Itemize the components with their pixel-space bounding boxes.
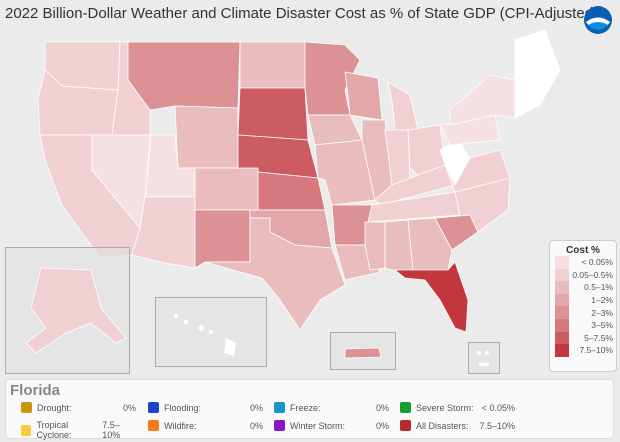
legend-swatch: [555, 281, 569, 294]
disaster-type-item: Drought: 0%: [21, 402, 136, 413]
disaster-value: 0%: [375, 420, 389, 431]
disaster-type-item: Wildfire: 0%: [148, 420, 263, 431]
disaster-color-swatch: [21, 424, 32, 436]
disaster-value: 0%: [375, 402, 389, 413]
state-FL[interactable]: [393, 261, 469, 333]
disaster-label: Flooding:: [164, 402, 202, 413]
state-MT[interactable]: [127, 41, 241, 111]
legend-swatch: [555, 268, 569, 282]
legend-item: 3–5%: [550, 318, 616, 332]
disaster-type-item: Freeze: 0%: [274, 402, 389, 413]
disaster-type-item: Flooding: 0%: [148, 402, 263, 413]
disaster-value: 7.5–10%: [102, 420, 121, 440]
legend-item: 0.05–0.5%: [550, 268, 616, 282]
disaster-color-swatch: [21, 402, 32, 413]
disaster-label: Freeze:: [290, 402, 321, 413]
state-MN[interactable]: [304, 41, 361, 116]
legend-swatch: [555, 331, 569, 345]
state-NC[interactable]: [434, 177, 511, 233]
disaster-type-item: All Disasters: 7.5–10%: [400, 420, 515, 431]
disaster-type-item: Tropical Cyclone: 7.5–10%: [21, 420, 136, 440]
legend-title: Cost %: [566, 245, 600, 256]
disaster-label: Drought:: [37, 402, 72, 413]
legend-swatch: [555, 344, 569, 357]
state-SD[interactable]: [237, 87, 309, 141]
state-MS[interactable]: [364, 221, 386, 271]
disaster-label: Severe Storm:: [416, 402, 474, 413]
disaster-color-swatch: [148, 402, 159, 413]
virgin-islands-inset: [468, 342, 500, 374]
state-CO[interactable]: [194, 167, 259, 211]
legend-swatch: [555, 318, 569, 332]
selected-state-name: Florida: [10, 382, 61, 399]
state-PR[interactable]: [344, 347, 382, 359]
disaster-color-swatch: [400, 402, 411, 413]
map-title: 2022 Billion-Dollar Weather and Climate …: [5, 5, 599, 22]
state-NE-states[interactable]: [514, 29, 561, 119]
alaska-inset: [5, 247, 130, 374]
disaster-type-item: Winter Storm: 0%: [274, 420, 389, 431]
state-NM[interactable]: [194, 209, 251, 269]
disaster-label: All Disasters:: [416, 420, 469, 431]
legend-swatch: [555, 256, 569, 269]
disaster-label: Winter Storm:: [290, 420, 346, 431]
legend-item: < 0.05%: [550, 256, 616, 269]
legend-swatch: [555, 306, 569, 319]
disaster-value: 7.5–10%: [479, 420, 515, 431]
legend-label: 2–3%: [591, 307, 613, 318]
state-MI[interactable]: [387, 81, 419, 131]
state-NY[interactable]: [449, 74, 516, 126]
disaster-color-swatch: [274, 420, 285, 431]
disaster-color-swatch: [148, 420, 159, 431]
legend-item: 1–2%: [550, 293, 616, 307]
puerto-rico-inset: [330, 332, 396, 370]
state-GA[interactable]: [407, 217, 453, 271]
disaster-type-item: Severe Storm: < 0.05%: [400, 402, 515, 413]
disaster-value: 0%: [122, 402, 136, 413]
disaster-value: 0%: [249, 402, 263, 413]
hawaii-inset: [155, 297, 267, 367]
state-WI[interactable]: [344, 71, 383, 121]
disaster-value: 0%: [249, 420, 263, 431]
legend-label: 3–5%: [591, 320, 613, 331]
state-TX[interactable]: [204, 217, 346, 331]
legend-label: < 0.05%: [581, 257, 613, 268]
legend-item: 7.5–10%: [550, 344, 616, 357]
disaster-label: Wildfire:: [164, 420, 197, 431]
state-WY[interactable]: [174, 105, 239, 169]
disaster-label: Tropical Cyclone:: [36, 420, 72, 440]
noaa-logo: [583, 5, 613, 35]
legend-item: 2–3%: [550, 306, 616, 319]
legend-label: 0.05–0.5%: [572, 269, 613, 280]
legend-label: 5–7.5%: [584, 332, 613, 343]
disaster-value: < 0.05%: [481, 402, 515, 413]
legend-swatch: [555, 293, 569, 307]
legend-label: 7.5–10%: [579, 345, 613, 356]
cost-legend: Cost % < 0.05% 0.05–0.5% 0.5–1% 1–2% 2–3% 3–5…: [549, 240, 617, 372]
state-AK[interactable]: [25, 267, 127, 354]
state-KS[interactable]: [257, 171, 326, 211]
legend-label: 1–2%: [591, 295, 613, 306]
disaster-color-swatch: [274, 402, 285, 413]
legend-item: 5–7.5%: [550, 331, 616, 345]
disaster-color-swatch: [400, 420, 411, 431]
state-detail-panel: Florida Drought: 0% Flooding: 0% Freeze: 0% Se…: [5, 379, 614, 440]
legend-label: 0.5–1%: [584, 282, 613, 293]
state-ND[interactable]: [239, 41, 306, 89]
legend-item: 0.5–1%: [550, 281, 616, 294]
